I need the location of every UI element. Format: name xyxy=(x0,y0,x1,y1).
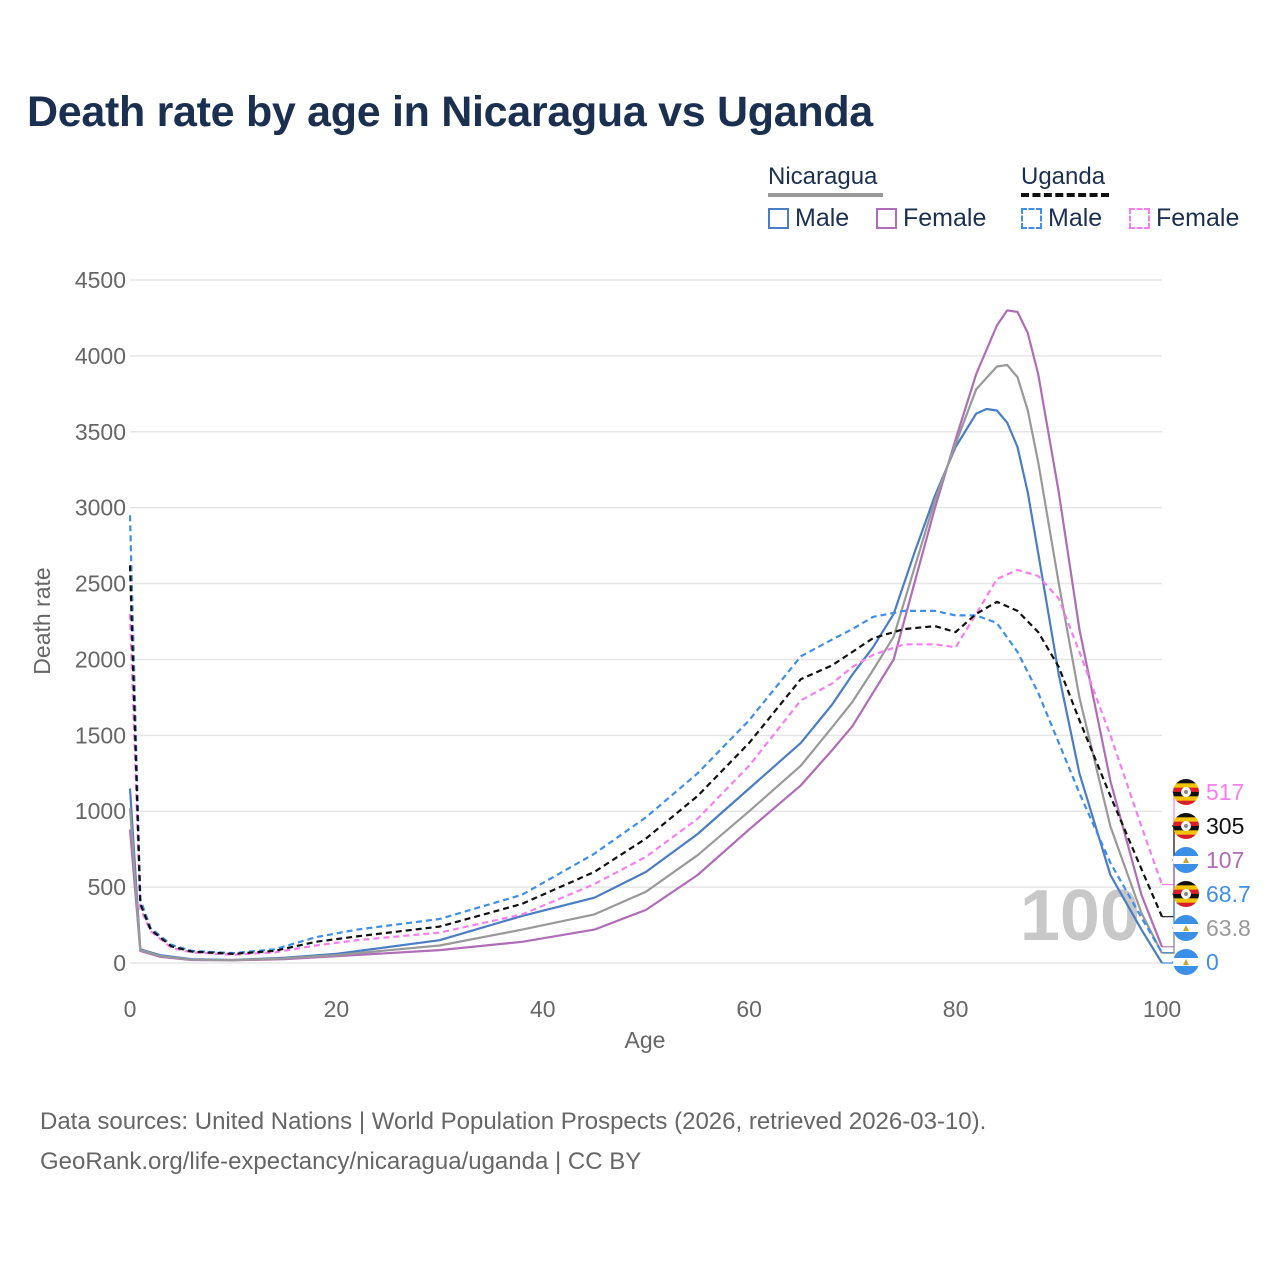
series-line xyxy=(128,363,1163,962)
series-lines xyxy=(128,309,1164,964)
footer-sources: Data sources: United Nations | World Pop… xyxy=(40,1108,987,1135)
y-tick-label: 0 xyxy=(113,950,126,976)
y-tick-label: 3000 xyxy=(75,495,126,521)
end-labels: 517 305 107 68.7 63.8 0 xyxy=(1162,779,1251,975)
legend-swatch-uganda-female xyxy=(1129,208,1150,229)
legend-line-uganda xyxy=(1021,193,1109,197)
uganda-flag-icon xyxy=(1173,813,1199,839)
legend-item-uganda-female: Female xyxy=(1129,204,1239,233)
legend-label-uganda-female: Female xyxy=(1156,204,1240,232)
x-axis-label: Age xyxy=(625,1027,666,1053)
series-line xyxy=(128,407,1163,964)
nicaragua-flag-icon xyxy=(1173,847,1199,873)
nicaragua-flag-icon xyxy=(1173,915,1199,941)
y-tick-label: 4500 xyxy=(75,267,126,293)
legend-line-nicaragua xyxy=(768,193,883,197)
y-tick-label: 3500 xyxy=(75,419,126,445)
y-tick-label: 1000 xyxy=(75,798,126,824)
series-line xyxy=(128,568,1164,956)
legend-item-uganda-male: Male xyxy=(1021,204,1102,233)
end-label-connector xyxy=(1162,927,1175,954)
x-tick-label: 80 xyxy=(943,996,969,1022)
end-value-label: 63.8 xyxy=(1206,915,1251,941)
x-tick-label: 0 xyxy=(124,996,137,1022)
end-value-label: 305 xyxy=(1206,813,1244,839)
legend-label-nicaragua-male: Male xyxy=(795,204,850,232)
footer-link: GeoRank.org/life-expectancy/nicaragua/ug… xyxy=(40,1148,642,1175)
end-value-label: 517 xyxy=(1206,779,1244,805)
end-label-connector xyxy=(1162,825,1175,918)
uganda-flag-icon xyxy=(1173,881,1199,907)
x-tick-label: 40 xyxy=(530,996,556,1022)
age-watermark: 100 xyxy=(1020,876,1140,956)
y-axis-ticks: 0 500 1000 1500 2000 2500 3000 3500 4000 4500 xyxy=(75,267,126,976)
x-tick-label: 60 xyxy=(736,996,762,1022)
legend-label-uganda-male: Male xyxy=(1048,204,1103,232)
end-value-label: 0 xyxy=(1206,949,1219,975)
legend-group-uganda: Uganda xyxy=(1021,163,1106,190)
x-tick-label: 100 xyxy=(1143,996,1181,1022)
legend-item-nicaragua-female: Female xyxy=(876,204,986,233)
legend-label-nicaragua-female: Female xyxy=(903,204,987,232)
end-label-connector xyxy=(1162,791,1175,886)
legend-swatch-nicaragua-female xyxy=(876,208,897,229)
chart-title: Death rate by age in Nicaragua vs Uganda xyxy=(27,88,873,136)
end-label-connector xyxy=(1162,859,1175,948)
series-line xyxy=(128,565,1164,956)
nicaragua-flag-icon xyxy=(1173,949,1199,975)
legend-item-nicaragua-male: Male xyxy=(768,204,849,233)
end-value-label: 68.7 xyxy=(1206,881,1251,907)
y-tick-label: 2500 xyxy=(75,571,126,597)
y-tick-label: 2000 xyxy=(75,646,126,672)
legend-swatch-uganda-male xyxy=(1021,208,1042,229)
grid-lines xyxy=(130,279,1162,964)
end-value-label: 107 xyxy=(1206,847,1244,873)
legend-swatch-nicaragua-male xyxy=(768,208,789,229)
y-tick-label: 1500 xyxy=(75,722,126,748)
legend-group-nicaragua: Nicaragua xyxy=(768,163,878,190)
y-axis-label: Death rate xyxy=(29,567,55,674)
end-label-connector xyxy=(1162,961,1175,964)
x-tick-label: 20 xyxy=(324,996,350,1022)
uganda-flag-icon xyxy=(1173,779,1199,805)
end-label-connector xyxy=(1162,893,1175,954)
y-tick-label: 4000 xyxy=(75,343,126,369)
x-axis-ticks: 0 20 40 60 80 100 xyxy=(124,996,1182,1022)
y-tick-label: 500 xyxy=(88,874,126,900)
series-line xyxy=(128,309,1164,962)
